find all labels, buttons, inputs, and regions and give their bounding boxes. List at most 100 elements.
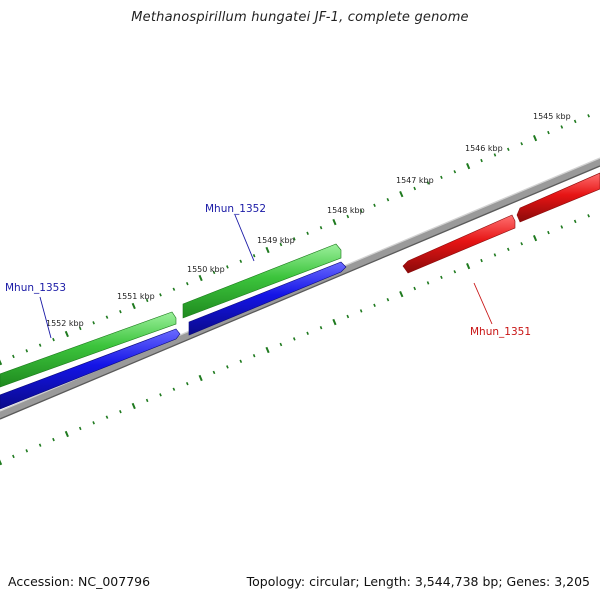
minor-tick [440,175,443,180]
gene-mhun-1353[interactable] [0,311,177,388]
minor-tick [105,415,109,419]
tick-label-1548: 1548 kbp [327,206,365,215]
major-tick [131,302,136,310]
gene-next-reverse[interactable] [516,172,600,223]
outer-tick-ruler [0,114,590,366]
minor-tick [493,153,497,157]
tick-label-1546: 1546 kbp [465,144,503,153]
minor-tick [38,443,42,447]
gene-label-mhun-1351[interactable]: Mhun_1351 [470,326,531,338]
minor-tick [426,181,430,185]
minor-tick [480,258,483,263]
minor-tick [413,186,417,191]
minor-tick [145,298,149,303]
minor-tick [52,337,55,342]
cds-mhun-1352[interactable] [188,261,347,336]
major-tick [131,402,136,410]
minor-tick [279,242,283,247]
inner-tick-ruler [0,214,590,466]
accession-text: Accession: NC_007796 [8,574,151,589]
minor-tick [239,359,243,364]
minor-tick [239,259,243,264]
major-tick [198,274,203,282]
gene-label-mhun-1353[interactable]: Mhun_1353 [5,282,66,294]
minor-tick [12,354,15,359]
minor-tick [252,354,256,358]
tick-label-1550: 1550 kbp [187,265,225,274]
minor-tick [346,214,350,219]
major-tick [466,163,471,170]
minor-tick [306,331,309,335]
minor-tick [426,281,430,285]
minor-tick [226,265,229,269]
minor-tick [292,337,296,341]
minor-tick [119,409,122,414]
minor-tick [453,170,457,174]
minor-tick [92,421,95,425]
minor-tick [185,381,189,386]
minor-tick [493,253,497,257]
minor-tick [279,342,283,347]
minor-tick [520,142,524,146]
gene-mhun-1352[interactable] [182,243,342,319]
minor-tick [212,370,216,375]
minor-tick [119,309,122,314]
minor-tick [105,315,109,319]
tick-label-1549: 1549 kbp [257,236,295,245]
major-tick [64,430,69,438]
minor-tick [252,254,256,258]
tick-label-1547: 1547 kbp [396,176,434,185]
minor-tick [172,287,176,291]
minor-tick [319,326,323,330]
major-tick [198,374,203,382]
minor-tick [386,197,390,202]
major-tick [0,459,3,466]
leader-line-mhun-1353 [39,296,52,339]
minor-tick [306,231,309,235]
major-tick [532,135,538,142]
major-tick [466,263,471,270]
minor-tick [25,449,29,453]
tick-label-1545: 1545 kbp [533,112,571,121]
minor-tick [506,147,510,152]
major-tick [399,191,404,198]
genome-summary-text: Topology: circular; Length: 3,544,738 bp… [246,574,590,589]
minor-tick [359,209,363,213]
minor-tick [547,230,550,235]
tick-label-1551: 1551 kbp [117,292,155,301]
minor-tick [480,158,483,163]
minor-tick [78,426,82,431]
leader-line-mhun-1352 [234,214,255,262]
minor-tick [573,219,577,224]
minor-tick [560,225,564,229]
minor-tick [506,247,510,252]
major-tick [532,235,538,242]
major-tick [399,291,404,298]
major-tick [265,246,270,254]
minor-tick [453,270,457,274]
cds-mhun-1353[interactable] [0,328,181,410]
minor-tick [25,349,29,353]
minor-tick [226,365,229,369]
minor-tick [319,226,323,230]
minor-tick [12,454,15,459]
minor-tick [440,275,443,280]
major-tick [332,218,337,226]
tick-label-1552: 1552 kbp [46,319,84,328]
minor-tick [52,437,55,442]
minor-tick [212,270,216,275]
minor-tick [159,393,162,397]
minor-tick [587,114,590,118]
minor-tick [78,326,82,331]
map-title: Methanospirillum hungatei JF-1, complete… [131,10,469,25]
minor-tick [359,309,363,313]
minor-tick [413,286,417,291]
minor-tick [172,387,176,391]
minor-tick [386,297,390,302]
major-tick [265,346,270,354]
minor-tick [520,242,524,246]
gene-mhun-1351[interactable] [402,214,516,274]
minor-tick [159,293,162,297]
gene-label-mhun-1352[interactable]: Mhun_1352 [205,203,266,215]
